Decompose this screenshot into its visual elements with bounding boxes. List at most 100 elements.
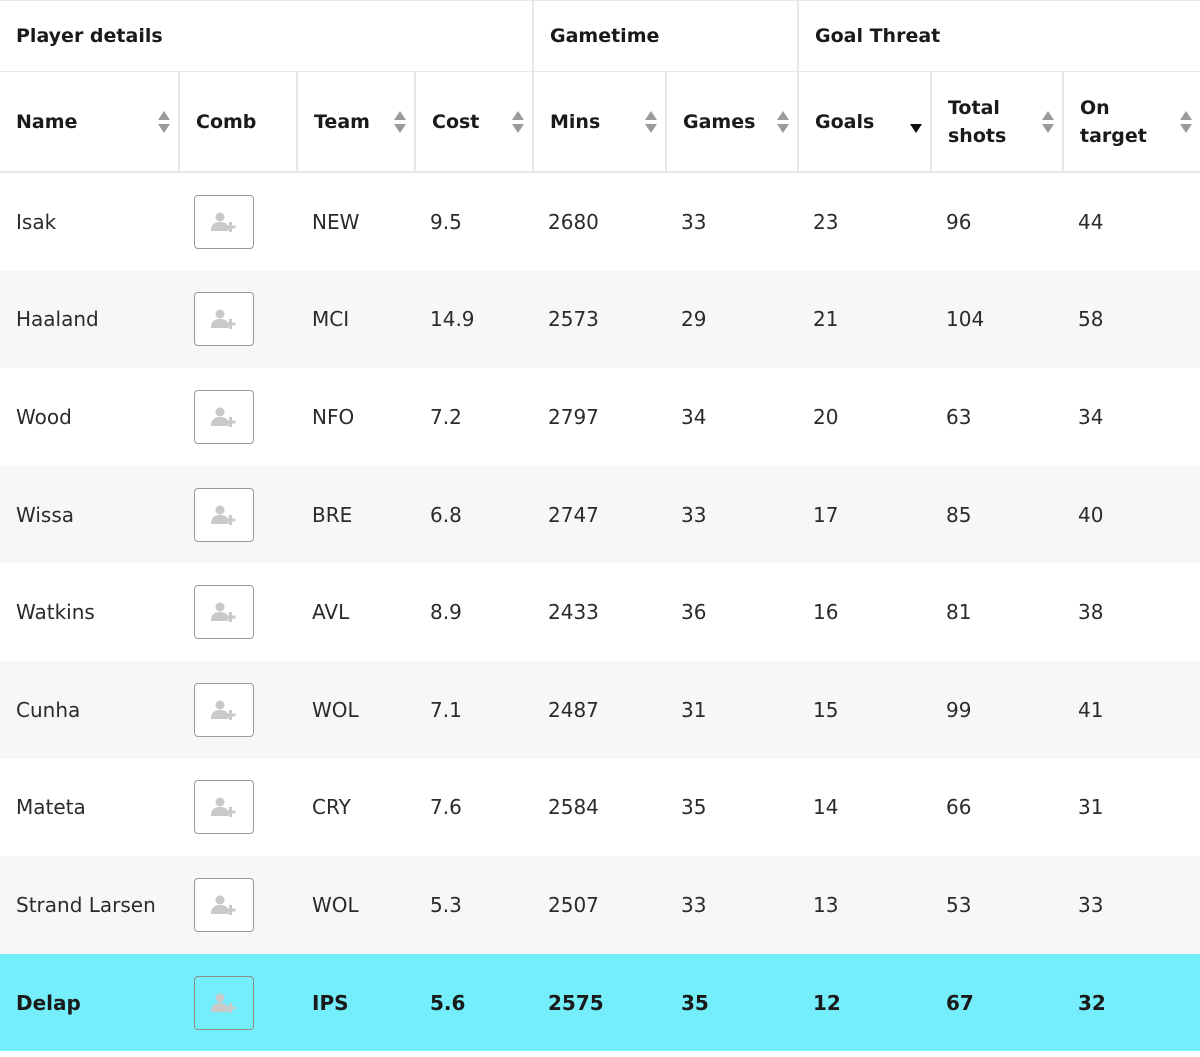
total-shots-cell: 99 xyxy=(946,697,972,722)
column-header-label: Goals xyxy=(815,110,875,133)
player-name: Wood xyxy=(16,404,72,429)
player-name: Cunha xyxy=(16,697,81,722)
add-player-icon xyxy=(211,602,236,623)
table-row: Isak NEW 9.5 2680 33 23 96 44 xyxy=(0,173,1200,271)
goals-cell: 15 xyxy=(813,697,839,722)
column-header-label: Team xyxy=(314,110,370,133)
sort-arrows-icon[interactable] xyxy=(394,110,406,133)
player-name: Watkins xyxy=(16,600,95,625)
player-name: Isak xyxy=(16,209,57,234)
column-header-name[interactable]: Name xyxy=(0,72,178,171)
team-cell: BRE xyxy=(312,502,353,527)
team-cell: WOL xyxy=(312,697,359,722)
team-cell: MCI xyxy=(312,307,350,332)
total-shots-cell: 96 xyxy=(946,209,972,234)
cost-cell: 7.1 xyxy=(430,697,462,722)
mins-cell: 2747 xyxy=(548,502,599,527)
total-shots-cell: 66 xyxy=(946,795,972,820)
add-player-icon xyxy=(211,993,236,1013)
comb-cell xyxy=(178,759,296,857)
team-cell: AVL xyxy=(312,600,350,625)
goals-cell: 23 xyxy=(813,209,839,234)
games-cell: 33 xyxy=(681,209,707,234)
add-player-button[interactable] xyxy=(194,292,254,347)
goals-cell: 13 xyxy=(813,892,839,917)
column-header-mins[interactable]: Mins xyxy=(532,72,665,171)
add-player-icon xyxy=(211,797,236,818)
column-header-team[interactable]: Team xyxy=(296,72,414,171)
mins-cell: 2433 xyxy=(548,600,599,625)
games-cell: 33 xyxy=(681,892,707,917)
column-header-label: Games xyxy=(683,110,756,133)
sort-arrows-icon[interactable] xyxy=(645,110,657,133)
mins-cell: 2797 xyxy=(548,404,599,429)
add-player-button[interactable] xyxy=(194,877,254,932)
mins-cell: 2507 xyxy=(548,892,599,917)
team-cell: IPS xyxy=(312,990,349,1015)
add-player-button[interactable] xyxy=(194,487,254,542)
player-name: Wissa xyxy=(16,502,74,527)
add-player-button[interactable] xyxy=(194,194,254,249)
add-player-button[interactable] xyxy=(194,975,254,1030)
column-header-on-target[interactable]: On target xyxy=(1062,72,1200,171)
total-shots-cell: 63 xyxy=(946,404,972,429)
player-name: Mateta xyxy=(16,795,86,820)
games-cell: 34 xyxy=(681,404,707,429)
column-header-games[interactable]: Games xyxy=(665,72,797,171)
table-row: Haaland MCI 14.9 2573 29 21 104 58 xyxy=(0,270,1200,369)
add-player-icon xyxy=(211,309,236,330)
cost-cell: 7.6 xyxy=(430,795,462,820)
column-header-goals[interactable]: Goals xyxy=(797,72,930,171)
on-target-cell: 32 xyxy=(1078,990,1106,1015)
games-cell: 33 xyxy=(681,502,707,527)
group-player-details: Player details xyxy=(16,25,163,47)
mins-cell: 2584 xyxy=(548,795,599,820)
group-gametime: Gametime xyxy=(532,1,797,71)
add-player-icon xyxy=(211,895,236,915)
column-header-cost[interactable]: Cost xyxy=(414,72,532,171)
mins-cell: 2573 xyxy=(548,307,599,332)
table-row: Cunha WOL 7.1 2487 31 15 99 41 xyxy=(0,660,1200,759)
goals-cell: 14 xyxy=(813,795,839,820)
cost-cell: 5.6 xyxy=(430,990,466,1015)
sort-arrows-icon[interactable] xyxy=(777,110,789,133)
add-player-button[interactable] xyxy=(194,585,254,640)
mins-cell: 2487 xyxy=(548,697,599,722)
add-player-icon xyxy=(211,407,236,427)
add-player-icon xyxy=(211,212,236,232)
comb-cell xyxy=(178,954,296,1052)
total-shots-cell: 81 xyxy=(946,600,972,625)
comb-cell xyxy=(178,466,296,564)
column-header-label: On target xyxy=(1080,96,1147,147)
add-player-button[interactable] xyxy=(194,780,254,835)
table-row: Delap IPS 5.6 2575 35 12 67 32 xyxy=(0,953,1200,1052)
goals-cell: 12 xyxy=(813,990,841,1015)
cost-cell: 6.8 xyxy=(430,502,462,527)
sort-arrows-icon[interactable] xyxy=(1180,110,1192,133)
total-shots-cell: 85 xyxy=(946,502,972,527)
team-cell: CRY xyxy=(312,795,351,820)
comb-cell xyxy=(178,271,296,369)
add-player-button[interactable] xyxy=(194,682,254,737)
player-name: Haaland xyxy=(16,307,99,332)
sort-arrows-icon[interactable] xyxy=(512,110,524,133)
games-cell: 31 xyxy=(681,697,707,722)
on-target-cell: 31 xyxy=(1078,795,1104,820)
sort-desc-icon[interactable] xyxy=(910,111,922,133)
total-shots-cell: 67 xyxy=(946,990,974,1015)
player-name: Strand Larsen xyxy=(16,892,156,917)
sort-arrows-icon[interactable] xyxy=(1042,110,1054,133)
table-row: Watkins AVL 8.9 2433 36 16 81 38 xyxy=(0,563,1200,661)
table-body: Isak NEW 9.5 2680 33 23 96 44 Haaland xyxy=(0,173,1200,1052)
cost-cell: 9.5 xyxy=(430,209,462,234)
add-player-button[interactable] xyxy=(194,389,254,444)
on-target-cell: 34 xyxy=(1078,404,1104,429)
sort-arrows-icon[interactable] xyxy=(158,110,170,133)
column-header-total-shots[interactable]: Total shots xyxy=(930,72,1062,171)
on-target-cell: 33 xyxy=(1078,892,1104,917)
cost-cell: 8.9 xyxy=(430,600,462,625)
column-header-label: Total shots xyxy=(948,96,1007,147)
on-target-cell: 44 xyxy=(1078,209,1104,234)
column-group-header: Player details Gametime Goal Threat xyxy=(0,0,1200,72)
